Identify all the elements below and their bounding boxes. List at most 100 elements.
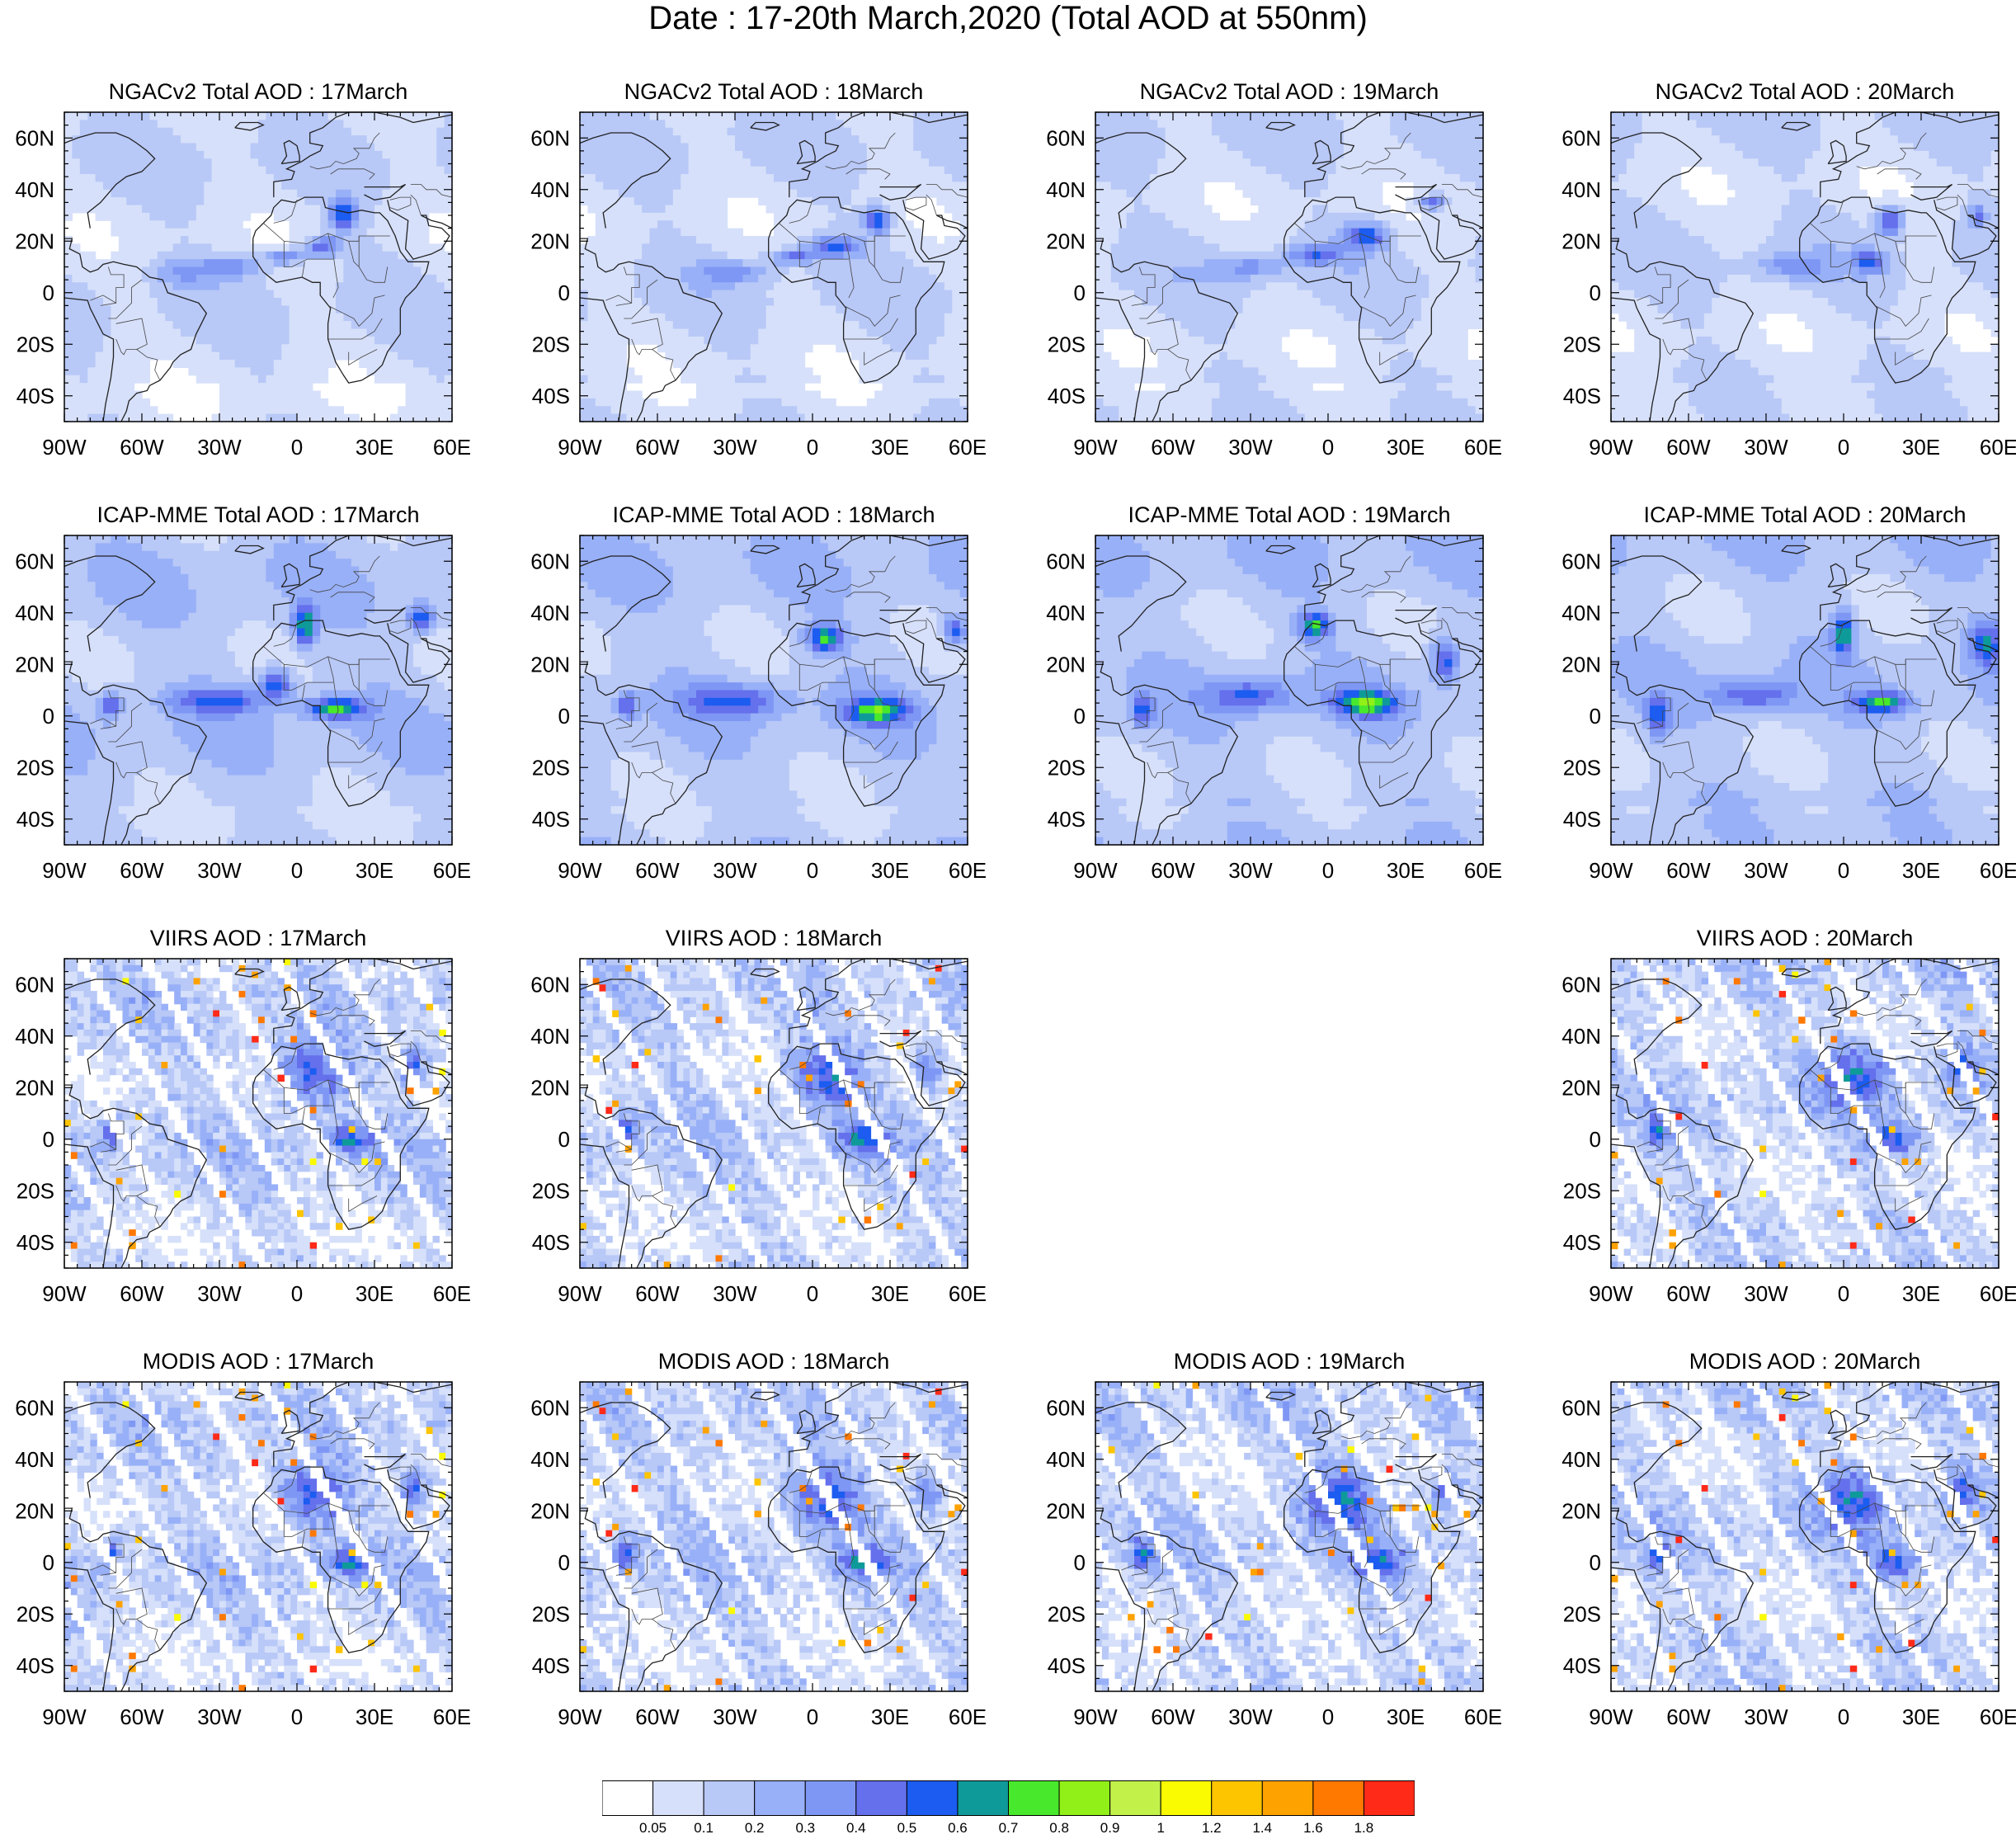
lon-tick-label: 60E [949,435,987,460]
colorbar-swatch [1312,1780,1364,1816]
lat-tick-label: 20S [1048,332,1086,356]
lon-tick-label: 0 [1838,1281,1849,1306]
colorbar-swatch [703,1780,756,1816]
colorbar-label: 0.2 [745,1820,765,1837]
aod-field [580,535,968,846]
axis-ticks [64,535,453,846]
lon-tick-label: 60W [635,1281,680,1306]
lat-tick-label: 20N [1561,652,1601,677]
coastlines [579,1381,968,1692]
colorbar-label: 1.8 [1354,1820,1374,1837]
main-title: Date : 17-20th March,2020 (Total AOD at … [0,0,2016,46]
lon-tick-label: 30W [1744,1705,1788,1729]
panel-title: VIIRS AOD : 20March [1611,924,1999,952]
colorbar-label: 0.9 [1100,1820,1120,1837]
aod-map: 90W 60W 30W 0 30E 60E 60N 40N 20N 0 20S 40S [530,111,987,460]
aod-field [64,112,453,422]
lat-tick-label: 20S [1563,755,1601,780]
aod-field [1095,112,1484,422]
aod-field [1095,1382,1484,1692]
lon-tick-label: 90W [1589,435,1633,460]
axis-ticks [1610,958,2000,1269]
lon-tick-label: 60W [1151,435,1195,460]
lat-tick-label: 0 [558,1550,570,1575]
lon-tick-label: 90W [558,435,602,460]
lat-tick-label: 0 [1590,1550,1601,1575]
colorbar-swatch [1008,1780,1060,1816]
coastlines [1610,958,2000,1269]
aod-map: 90W 60W 30W 0 30E 60E 60N 40N 20N 0 20S 40S [1561,111,2016,460]
colorbar-swatch [855,1780,907,1816]
colorbar-label: 0.8 [1049,1820,1069,1837]
lat-tick-label: 20S [532,755,570,780]
colorbar-label: 0.4 [846,1820,866,1837]
lon-tick-label: 30W [713,1705,757,1729]
lon-tick-label: 60E [433,1281,471,1306]
colorbar-swatch [1363,1780,1415,1816]
lon-tick-label: 90W [558,1705,602,1729]
lat-tick-label: 60N [530,549,570,573]
lat-tick-label: 40N [15,177,54,202]
aod-map: 90W 60W 30W 0 30E 60E 60N 40N 20N 0 20S 40S [15,1381,471,1729]
lat-tick-label: 60N [15,125,54,150]
lon-tick-label: 0 [1322,435,1334,460]
colorbar-swatch [957,1780,1010,1816]
lat-tick-label: 20N [15,229,54,253]
aod-map: 90W 60W 30W 0 30E 60E 60N 40N 20N 0 20S 40S [15,958,471,1306]
lat-tick-label: 20S [532,1178,570,1203]
lat-tick-label: 40S [1048,807,1086,832]
lon-tick-label: 60W [120,435,164,460]
aod-map: 90W 60W 30W 0 30E 60E 60N 40N 20N 0 20S 40S [1046,535,1502,883]
colorbar-label: 1.2 [1202,1820,1222,1837]
lon-tick-label: 0 [807,858,818,883]
aod-map: 90W 60W 30W 0 30E 60E 60N 40N 20N 0 20S 40S [15,535,471,883]
lon-tick-label: 60W [120,1705,164,1729]
lat-tick-label: 20N [1046,652,1086,677]
lon-tick-label: 0 [807,1705,818,1729]
aod-field [580,959,968,1269]
lat-tick-label: 0 [1074,1550,1086,1575]
map-panel: NGACv2 Total AOD : 19March 90W 60W 30W 0 30E 6… [1046,79,1502,460]
aod-field [1095,535,1484,846]
colorbar-label: 0.1 [694,1820,714,1837]
lat-tick-label: 20S [16,332,54,356]
colorbar-svg [601,1780,1415,1816]
lon-tick-label: 30E [1387,1705,1425,1729]
lat-tick-label: 0 [1074,704,1086,729]
colorbar-swatch [906,1780,959,1816]
lon-tick-label: 60E [1980,858,2016,883]
panel-title: MODIS AOD : 18March [580,1347,968,1375]
lon-tick-label: 30E [1902,1705,1940,1729]
axis-ticks [64,958,453,1269]
coastlines [579,958,968,1269]
lat-tick-label: 40N [15,1024,54,1049]
lat-tick-label: 40N [530,177,570,202]
lon-tick-label: 60E [433,435,471,460]
lat-tick-label: 40N [15,601,54,625]
lon-tick-label: 60E [949,1705,987,1729]
coastlines [64,111,453,422]
lon-tick-label: 0 [807,1281,818,1306]
aod-map: 90W 60W 30W 0 30E 60E 60N 40N 20N 0 20S 40S [530,958,987,1306]
lon-tick-label: 60W [1151,858,1195,883]
lat-tick-label: 40N [530,1024,570,1049]
lon-tick-label: 30E [356,435,393,460]
lat-tick-label: 40S [16,1653,54,1678]
lon-tick-label: 60E [1464,1705,1502,1729]
coastlines [579,111,968,422]
lat-tick-label: 40S [1048,384,1086,408]
colorbar-label: 0.5 [897,1820,917,1837]
aod-map: 90W 60W 30W 0 30E 60E 60N 40N 20N 0 20S 40S [530,1381,987,1729]
lon-tick-label: 30W [197,858,242,883]
lon-tick-label: 30E [356,1281,393,1306]
lat-tick-label: 40S [16,807,54,832]
lat-tick-label: 0 [1590,281,1601,305]
coastlines [1095,1381,1484,1692]
axis-ticks [64,111,453,422]
axis-ticks [579,958,968,1269]
aod-field [1611,535,2000,846]
lat-tick-label: 60N [1046,125,1086,150]
coastlines [1610,535,2000,846]
panel-title: MODIS AOD : 19March [1095,1347,1483,1375]
lon-tick-label: 30W [197,435,242,460]
